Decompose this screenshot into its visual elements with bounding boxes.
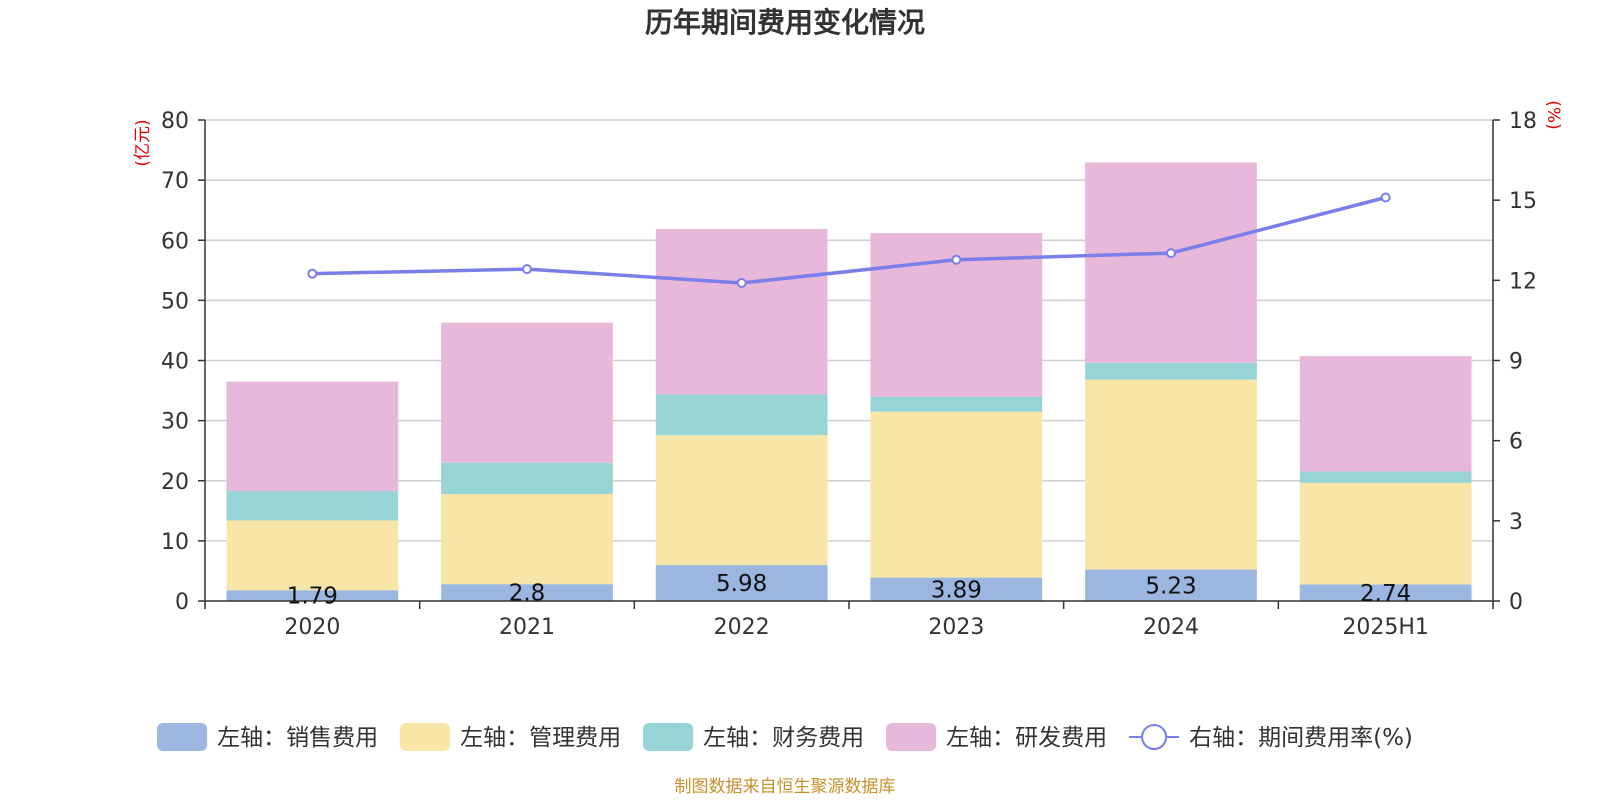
bar-segment-3 (226, 491, 399, 521)
bar-segment-2 (441, 493, 613, 585)
rate-line-series (307, 192, 1391, 289)
bar-segment-4 (441, 322, 613, 463)
rate-point (951, 254, 962, 265)
legend-label-3: 左轴：财务费用 (703, 725, 864, 751)
gridlines (205, 119, 1493, 542)
bar-data-label: 5.23 (1145, 573, 1196, 599)
right-axis-tick-label: 12 (1509, 269, 1537, 294)
bar-segment-3 (1299, 471, 1472, 483)
legend-swatch-3 (643, 723, 694, 751)
legend-swatch-4 (886, 723, 937, 751)
legend-swatch-1 (157, 723, 208, 751)
left-axis-tick-label: 70 (161, 169, 189, 194)
x-axis-tick-label: 2025H1 (1342, 615, 1429, 640)
left-axis-tick-label: 60 (161, 229, 189, 254)
rate-line (312, 195, 1387, 285)
bar-segment-1 (1085, 569, 1257, 601)
bar-data-label: 2.74 (1360, 581, 1411, 607)
rate-point (736, 278, 747, 289)
left-axis-tick-label: 0 (175, 590, 189, 615)
legend-label-5: 右轴：期间费用率(%) (1189, 725, 1413, 751)
bar-segment-1 (226, 590, 399, 601)
bar-segment-1 (441, 584, 613, 601)
legend-marker-swatch (1141, 724, 1168, 750)
right-axis-tick-label: 9 (1509, 350, 1523, 375)
right-axis-tick-label: 18 (1509, 109, 1537, 134)
bar-segment-1 (870, 577, 1043, 601)
bar-data-label: 3.89 (931, 577, 982, 603)
bar-segment-3 (441, 462, 613, 494)
x-axis-tick-label: 2022 (714, 615, 770, 640)
right-axis-tick-label: 0 (1509, 590, 1523, 615)
right-axis-tick-label: 6 (1509, 430, 1523, 455)
x-axis-tick-label: 2024 (1143, 615, 1199, 640)
rate-point (307, 268, 318, 279)
left-axis-tick-label: 40 (161, 350, 189, 375)
left-axis-tick-label: 30 (161, 410, 189, 435)
rate-point (1380, 192, 1391, 203)
legend: 左轴：销售费用 左轴：管理费用 左轴：财务费用 左轴：研发费用 右轴：期间费用率(%) (157, 723, 1413, 751)
data-labels: 1.79 2.8 5.98 3.89 5.23 2.74 (287, 571, 1412, 610)
source-note: 制图数据来自恒生聚源数据库 (675, 777, 896, 797)
bar-segment-4 (1299, 356, 1472, 472)
bar-segment-3 (1085, 362, 1257, 380)
bar-segment-4 (226, 381, 399, 492)
axes: 0 10 20 30 40 50 60 70 80 0 3 6 9 12 15 18 2020 2021 2022 2… (161, 109, 1537, 640)
legend-label-2: 左轴：管理费用 (460, 725, 621, 751)
x-axis-tick-label: 2021 (499, 615, 555, 640)
bar-segment-1 (1299, 584, 1472, 601)
rate-point (522, 264, 532, 275)
x-axis-tick-label: 2023 (928, 615, 984, 640)
left-axis-tick-label: 80 (161, 109, 189, 134)
bar-data-label: 1.79 (287, 584, 338, 610)
bar-data-label: 5.98 (716, 571, 767, 597)
left-axis-tick-label: 10 (161, 530, 189, 555)
legend-label-1: 左轴：销售费用 (217, 725, 378, 751)
left-axis-tick-label: 20 (161, 470, 189, 495)
bar-segment-2 (870, 411, 1043, 578)
bar-segment-4 (1085, 162, 1257, 363)
legend-label-4: 左轴：研发费用 (946, 725, 1107, 751)
bar-segment-2 (1085, 379, 1257, 570)
rate-point (1166, 248, 1176, 259)
right-axis-unit: (%) (1543, 100, 1563, 129)
bar-segment-2 (1299, 482, 1472, 585)
bar-segment-1 (655, 565, 828, 601)
legend-swatch-2 (400, 723, 451, 751)
right-axis-tick-label: 15 (1509, 189, 1537, 214)
bar-segment-2 (655, 435, 828, 566)
bar-data-label: 2.8 (509, 581, 546, 607)
chart-title: 历年期间费用变化情况 (645, 6, 925, 39)
x-axis-tick-label: 2020 (284, 615, 340, 640)
bar-series (226, 162, 1472, 601)
bar-segment-2 (226, 520, 399, 591)
bar-segment-3 (655, 394, 828, 436)
left-axis-tick-label: 50 (161, 289, 189, 314)
right-axis-tick-label: 3 (1509, 510, 1523, 535)
left-axis-unit: (亿元) (133, 119, 153, 166)
bar-segment-4 (655, 228, 828, 395)
bar-segment-3 (870, 396, 1043, 412)
